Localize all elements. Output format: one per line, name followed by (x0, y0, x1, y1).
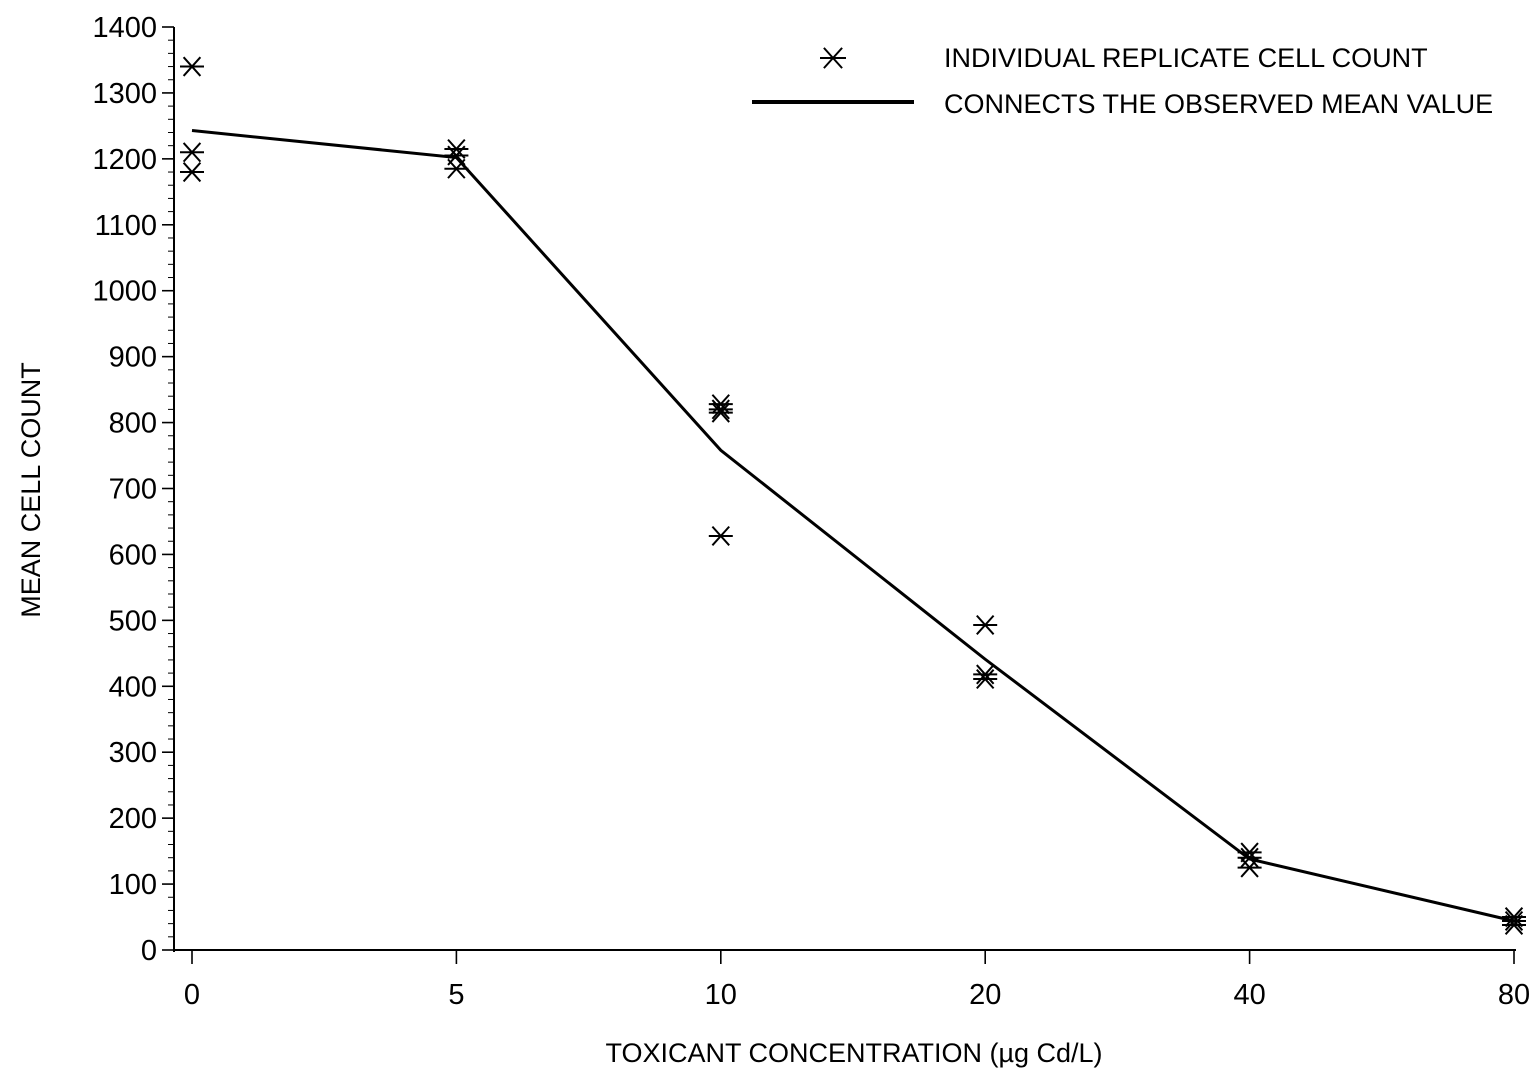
replicate-point (1502, 910, 1526, 932)
asterisk-stroke (1504, 910, 1524, 932)
asterisk-stroke (182, 56, 202, 77)
asterisk-stroke (711, 402, 730, 423)
asterisk-stroke (823, 47, 843, 69)
y-tick-label: 1200 (92, 144, 157, 176)
asterisk-stroke (711, 399, 730, 420)
y-tick-label: 700 (109, 474, 157, 506)
asterisk-stroke (1240, 857, 1259, 878)
asterisk-stroke (976, 614, 995, 636)
replicate-point (180, 162, 204, 183)
asterisk-stroke (1504, 914, 1524, 935)
asterisk-stroke (1504, 907, 1524, 928)
legend-asterisk (820, 47, 846, 69)
y-tick-label: 1100 (95, 210, 157, 242)
legend-label-mean-line: CONNECTS THE OBSERVED MEAN VALUE (944, 89, 1493, 119)
replicate-point (1237, 857, 1262, 878)
replicate-point (708, 525, 733, 546)
x-tick-label: 0 (184, 979, 200, 1011)
y-axis: 0 100 200 300 400 500 600 700 800 900 1000 1100 1200… (92, 12, 175, 967)
y-tick-label: 1000 (92, 276, 157, 308)
mean-line (191, 129, 1515, 923)
x-tick-label: 40 (1233, 979, 1265, 1011)
legend-label-replicates: INDIVIDUAL REPLICATE CELL COUNT (944, 43, 1428, 73)
y-tick-label: 500 (109, 605, 157, 637)
y-tick-label: 100 (109, 869, 157, 901)
replicate-point (444, 158, 469, 179)
replicate-point (180, 56, 204, 77)
x-axis-title: TOXICANT CONCENTRATION (µg Cd/L) (605, 1038, 1102, 1068)
legend-marker-asterisk (820, 47, 846, 69)
x-tick-label: 80 (1498, 979, 1530, 1011)
asterisk-stroke (976, 664, 995, 685)
replicate-point (1502, 914, 1526, 935)
replicate-point (973, 669, 998, 690)
y-tick-label: 900 (109, 342, 157, 374)
replicate-point (973, 664, 998, 685)
y-axis-title: MEAN CELL COUNT (16, 362, 46, 618)
replicate-point (708, 402, 733, 423)
asterisk-stroke (182, 162, 202, 183)
legend: INDIVIDUAL REPLICATE CELL COUNT CONNECTS… (752, 43, 1493, 119)
asterisk-stroke (976, 669, 995, 690)
x-tick-label: 5 (448, 979, 464, 1011)
replicate-point (708, 399, 733, 420)
plot-area (180, 56, 1526, 935)
x-tick-label: 20 (969, 979, 1001, 1011)
replicate-point (973, 614, 998, 636)
y-tick-label: 1400 (92, 12, 157, 44)
y-tick-label: 1300 (92, 78, 157, 110)
y-tick-label: 200 (109, 803, 157, 835)
replicate-point (180, 142, 204, 163)
y-tick-label: 600 (109, 539, 157, 571)
x-tick-label: 10 (705, 979, 737, 1011)
asterisk-stroke (711, 525, 730, 546)
y-tick-label: 0 (141, 935, 157, 967)
asterisk-stroke (447, 158, 466, 179)
asterisk-stroke (182, 142, 202, 163)
asterisk-stroke (1240, 847, 1259, 868)
x-axis: 0 5 10 20 40 80 (174, 949, 1530, 1011)
y-tick-label: 300 (109, 737, 157, 769)
replicate-point (1237, 847, 1262, 868)
y-tick-label: 800 (109, 408, 157, 440)
y-tick-label: 400 (109, 671, 157, 703)
